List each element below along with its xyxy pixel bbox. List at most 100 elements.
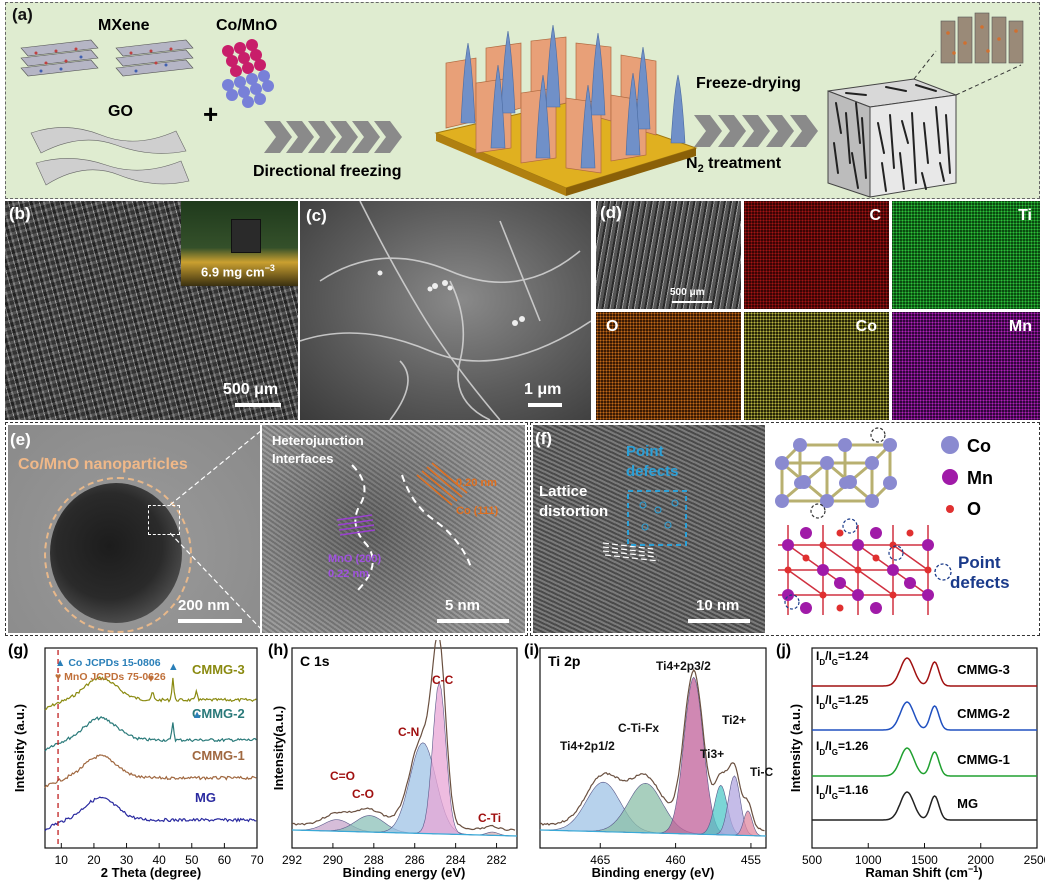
mno-peak-marker: ♥	[148, 673, 155, 685]
series-line-cmmg-1	[44, 754, 257, 789]
mno-spacing-label: 0.22 nm	[328, 568, 369, 580]
scale-bar	[688, 619, 750, 623]
raman-line-cmmg-2	[812, 701, 1037, 731]
chart-h-xlabel: Binding energy (eV)	[343, 865, 466, 880]
scale-bar-label: 500 μm	[670, 287, 705, 298]
series-label: CMMG-3	[192, 662, 245, 677]
ratio-label: ID/IG=1.25	[816, 693, 869, 711]
panel-f-frame	[530, 422, 1040, 636]
chart-g-label: (g)	[8, 642, 28, 659]
legend-mno-jcpds: ♥ MnO JCPDs 75-0626	[55, 671, 166, 683]
mxene-label: MXene	[98, 17, 150, 34]
panel-f-label: (f)	[535, 429, 552, 448]
legend-co-jcpds: ▲ Co JCPDs 15-0806	[55, 657, 161, 669]
peak-label: C-C	[432, 673, 454, 687]
lattice-distortion-label-2: distortion	[539, 503, 609, 520]
panel-e-label: (e)	[10, 430, 31, 449]
defect-annotations	[602, 490, 687, 562]
ratio-label: ID/IG=1.26	[816, 739, 869, 757]
co-peak-marker: ▲	[192, 709, 203, 721]
panel-b-sem-image: (b) 6.9 mg cm−3 500 μm	[5, 201, 298, 420]
eds-map-mn: Mn	[892, 312, 1040, 420]
peak-label: C-Ti-Fx	[618, 721, 659, 735]
eds-map-o: O	[596, 312, 741, 420]
zoom-lines	[170, 429, 263, 631]
arrow-icon	[694, 115, 818, 147]
series-label: CMMG-3	[957, 662, 1010, 677]
legend-mn: Mn	[967, 468, 993, 488]
chart-h-title: C 1s	[300, 653, 330, 669]
legend-point: Point	[958, 553, 1001, 572]
x-tick-label: 40	[152, 853, 166, 867]
baseline	[291, 829, 518, 837]
peak-label: Ti2+	[722, 713, 746, 727]
comno-particle	[222, 39, 274, 108]
panel-e-frame	[5, 422, 528, 636]
chart-i-axes	[539, 647, 767, 849]
panel-e-hrtem-image: Heterojunction Interfaces 0.20 nm Co (11…	[262, 425, 525, 633]
panel-c-sem-image: (c) 1 μm	[300, 201, 591, 420]
scale-bar	[672, 301, 712, 303]
raman-line-mg	[812, 791, 1037, 821]
chart-h-label: (h)	[268, 642, 288, 659]
series-label: CMMG-1	[957, 752, 1010, 767]
raman-line-cmmg-1	[812, 747, 1037, 777]
peak-label: C-O	[352, 787, 374, 801]
plus-sign: +	[203, 99, 219, 129]
point-defects-label-2: defects	[626, 463, 679, 480]
co-plane-label: Co (111)	[456, 505, 499, 517]
panel-a-label: (a)	[12, 5, 33, 24]
scale-bar-label: 200 nm	[178, 597, 230, 614]
eds-map-co: Co	[744, 312, 889, 420]
co-peak-marker: ▲	[168, 661, 179, 673]
map-label-mn: Mn	[1008, 318, 1032, 335]
scale-bar	[528, 403, 562, 407]
x-tick-label: 30	[120, 853, 134, 867]
mno-lattice	[778, 518, 934, 615]
x-tick-label: 2000	[967, 853, 994, 867]
panel-c-label: (c)	[306, 206, 327, 225]
crystal-legend	[934, 436, 959, 581]
peak-label: Ti4+2p1/2	[560, 739, 615, 753]
map-label-c: C	[869, 207, 881, 224]
photo-inset: 6.9 mg cm−3	[181, 201, 298, 286]
x-tick-label: 60	[218, 853, 232, 867]
panel-d-eds-maps: (d) 500 μm C Ti O Co Mn	[596, 201, 1040, 420]
eds-sem-image	[596, 201, 741, 309]
series-label: CMMG-1	[192, 748, 245, 763]
chart-i: (i) Ti 2p 465 460 455 Ti4+2p1/2C-Ti-Fx Ti4+…	[524, 642, 773, 880]
co-spacing-label: 0.20 nm	[456, 477, 497, 489]
density-label: 6.9 mg cm−3	[201, 263, 275, 280]
panel-e-tem-image: (e) Co/MnO nanoparticles 200 nm	[8, 425, 260, 633]
series-label: CMMG-2	[957, 706, 1010, 721]
mxene-structure	[20, 39, 194, 77]
legend-defects: defects	[950, 573, 1010, 592]
chart-j-label: (j)	[776, 642, 791, 659]
x-tick-label: 288	[364, 853, 384, 867]
panel-a-schematic	[20, 12, 1024, 198]
x-tick-label: 465	[590, 853, 610, 867]
raman-line-cmmg-3	[812, 657, 1037, 687]
arrow-icon	[264, 121, 402, 153]
map-label-o: O	[606, 318, 619, 335]
x-tick-label: 20	[87, 853, 101, 867]
scale-bar-label: 1 μm	[524, 381, 562, 398]
x-tick-label: 282	[487, 853, 507, 867]
envelope-line	[539, 668, 765, 832]
ratio-label: ID/IG=1.24	[816, 649, 869, 667]
x-tick-label: 2500	[1024, 853, 1045, 867]
x-tick-label: 290	[323, 853, 343, 867]
freezing-plate	[434, 24, 698, 196]
ratio-label: ID/IG=1.16	[816, 783, 869, 801]
freeze-drying-label: Freeze-drying	[696, 75, 801, 92]
series-line-cmmg-2	[44, 715, 257, 752]
x-tick-label: 50	[185, 853, 199, 867]
chart-j: (j) 500 1000 1500 2000 2500 CMMG-3 ID/IG=1.24…	[776, 642, 1045, 880]
peak-label: C-Ti	[478, 811, 501, 825]
map-label-ti: Ti	[1018, 207, 1032, 224]
heterojunction-label-1: Heterojunction	[272, 433, 364, 448]
map-label-co: Co	[855, 318, 877, 335]
panel-d-label: (d)	[600, 203, 622, 222]
go-sheets	[30, 127, 190, 186]
chart-h: (h) C 1s 292 290 288 286 284 282 C=O C-O C-N C-C…	[268, 640, 518, 880]
